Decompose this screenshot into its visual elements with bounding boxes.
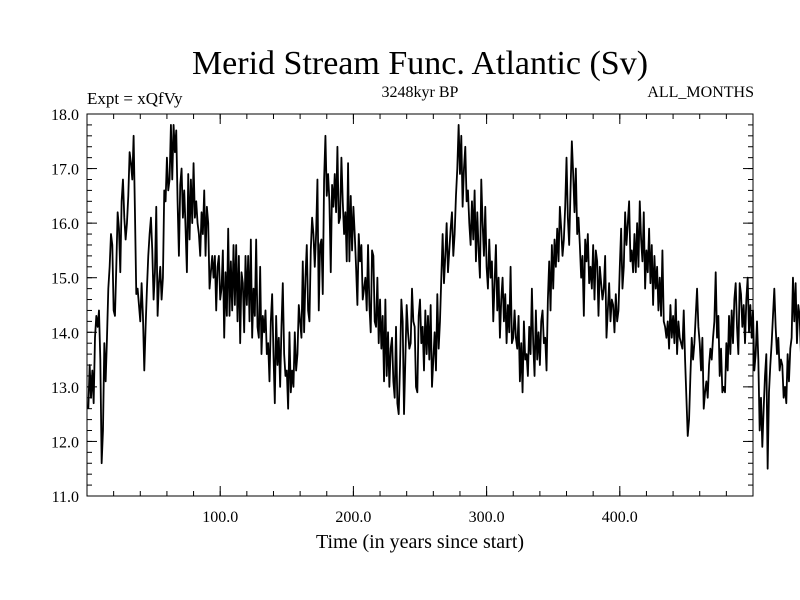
plot-frame: [86, 113, 754, 497]
chart-title: Merid Stream Func. Atlantic (Sv): [192, 45, 648, 82]
x-tick-label: 400.0: [602, 509, 638, 526]
x-axis-ticks: 100.0 200.0 300.0 400.0: [113, 114, 727, 526]
y-tick-label: 14.0: [51, 325, 79, 342]
x-tick-label: 100.0: [202, 509, 238, 526]
epoch-label: 3248kyr BP: [382, 84, 459, 101]
y-tick-label: 11.0: [52, 489, 79, 506]
y-tick-label: 16.0: [51, 216, 79, 233]
y-axis-ticks: 11.0 12.0 13.0 14.0 15.0 16.0 17.0 18.0: [51, 107, 753, 506]
y-tick-label: 13.0: [51, 380, 79, 397]
y-tick-label: 12.0: [51, 434, 79, 451]
months-label: ALL_MONTHS: [647, 84, 754, 101]
y-tick-label: 15.0: [51, 271, 79, 288]
experiment-label: Expt = xQfVy: [87, 89, 183, 108]
y-tick-label: 18.0: [51, 107, 79, 124]
x-tick-label: 300.0: [469, 509, 505, 526]
x-tick-label: 200.0: [335, 509, 371, 526]
x-axis-label: Time (in years since start): [316, 531, 524, 553]
series-line-amoc: [87, 124, 800, 470]
y-tick-label: 17.0: [51, 162, 79, 179]
